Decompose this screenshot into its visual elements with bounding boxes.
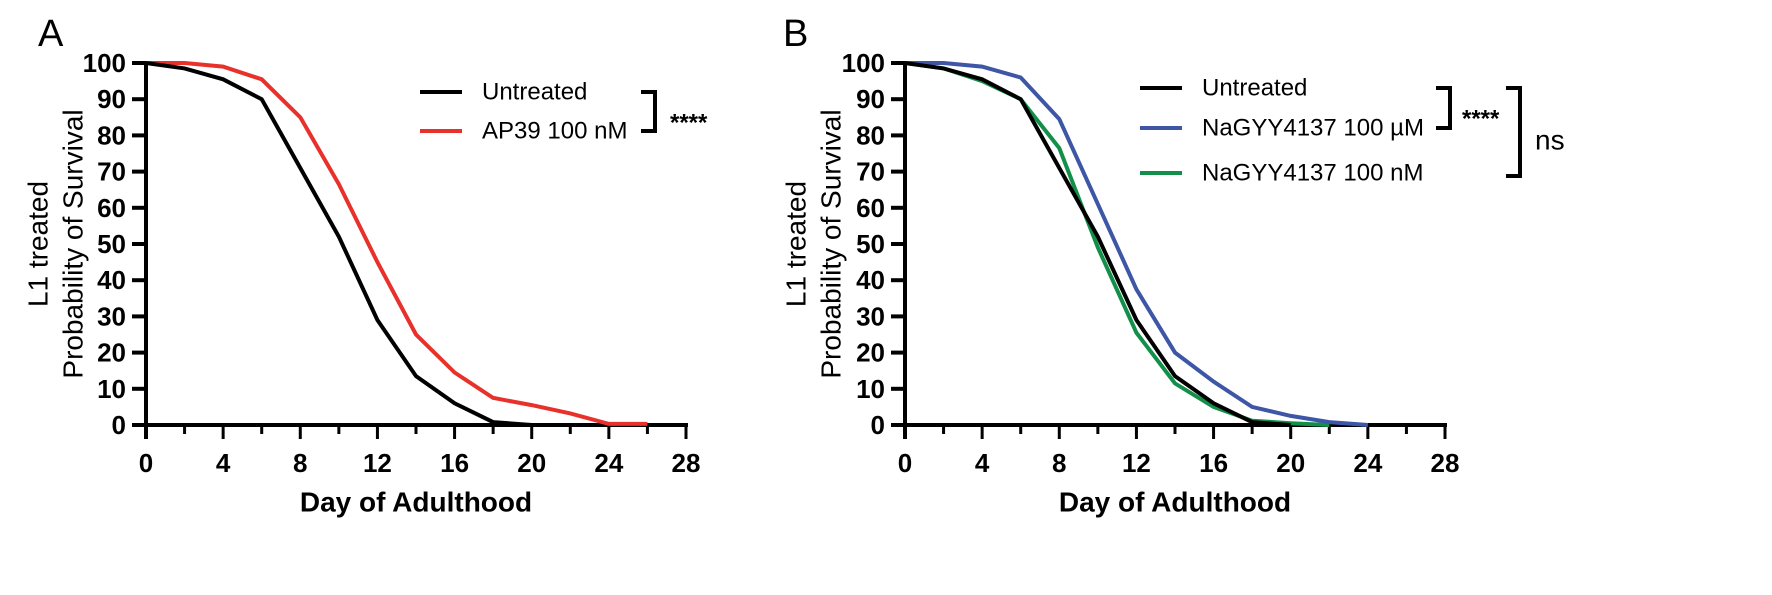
y-tick-label: 100 bbox=[83, 48, 126, 78]
y-axis-title-line2: Probability of Survival bbox=[815, 109, 846, 378]
series-line-ap39-100-nm bbox=[146, 61, 648, 426]
x-tick-label: 20 bbox=[517, 448, 546, 478]
y-tick-label: 20 bbox=[856, 338, 885, 368]
y-tick-label: 0 bbox=[112, 410, 126, 440]
y-tick-label: 0 bbox=[871, 410, 885, 440]
significance-label: **** bbox=[670, 109, 708, 136]
x-tick-label: 28 bbox=[672, 448, 701, 478]
significance-label: **** bbox=[1462, 105, 1500, 132]
legend-label: Untreated bbox=[482, 79, 587, 106]
y-tick-label: 40 bbox=[856, 265, 885, 295]
x-tick-label: 24 bbox=[1353, 448, 1382, 478]
legend-label: Untreated bbox=[1202, 75, 1307, 102]
panel-label: A bbox=[38, 13, 64, 55]
x-tick-label: 20 bbox=[1276, 448, 1305, 478]
x-tick-label: 24 bbox=[594, 448, 623, 478]
x-tick-label: 8 bbox=[1052, 448, 1066, 478]
y-tick-label: 30 bbox=[97, 301, 126, 331]
y-tick-label: 70 bbox=[856, 157, 885, 187]
x-tick-label: 16 bbox=[440, 448, 469, 478]
x-tick-label: 4 bbox=[216, 448, 231, 478]
chart-panel-b: B 0 10 20 30 40 50 60 70 80 90 100 0 4 8 12 16 20 24 28 Day … bbox=[780, 13, 1564, 517]
x-tick-label: 12 bbox=[1122, 448, 1151, 478]
y-tick-label: 50 bbox=[97, 229, 126, 259]
x-tick-label: 8 bbox=[293, 448, 307, 478]
x-tick-label: 0 bbox=[139, 448, 153, 478]
series-line-untreated bbox=[904, 61, 1291, 427]
y-tick-label: 60 bbox=[97, 193, 126, 223]
x-tick-label: 12 bbox=[363, 448, 392, 478]
y-tick-label: 10 bbox=[97, 374, 126, 404]
y-tick-label: 80 bbox=[856, 120, 885, 150]
y-tick-label: 30 bbox=[856, 301, 885, 331]
y-tick-label: 10 bbox=[856, 374, 885, 404]
y-tick-label: 60 bbox=[856, 193, 885, 223]
significance-bracket bbox=[641, 90, 657, 133]
x-tick-label: 28 bbox=[1431, 448, 1460, 478]
legend-label: AP39 100 nM bbox=[482, 118, 627, 145]
y-tick-label: 80 bbox=[97, 120, 126, 150]
x-tick-label: 0 bbox=[898, 448, 912, 478]
x-axis-title: Day of Adulthood bbox=[1059, 486, 1291, 517]
series-line-untreated bbox=[145, 61, 532, 427]
y-tick-label: 20 bbox=[97, 338, 126, 368]
significance-bracket bbox=[1436, 86, 1452, 130]
y-tick-label: 100 bbox=[842, 48, 885, 78]
significance-label: ns bbox=[1535, 124, 1565, 155]
y-tick-label: 50 bbox=[856, 229, 885, 259]
legend-label: NaGYY4137 100 µM bbox=[1202, 115, 1424, 142]
x-tick-label: 4 bbox=[975, 448, 990, 478]
series-line-nagyy4137-100-m bbox=[905, 61, 1369, 427]
y-axis-title-line1: L1 treated bbox=[22, 181, 53, 307]
y-tick-label: 40 bbox=[97, 265, 126, 295]
y-axis-title-line2: Probability of Survival bbox=[57, 109, 88, 378]
y-axis-title-line1: L1 treated bbox=[780, 181, 811, 307]
y-tick-label: 90 bbox=[97, 84, 126, 114]
legend-label: NaGYY4137 100 nM bbox=[1202, 160, 1423, 187]
significance-bracket bbox=[1506, 86, 1522, 178]
x-tick-label: 16 bbox=[1199, 448, 1228, 478]
y-tick-label: 90 bbox=[856, 84, 885, 114]
x-axis-title: Day of Adulthood bbox=[300, 486, 532, 517]
chart-panel-a: A 0 10 20 30 40 50 60 70 80 90 100 0 4 8 12 16 20 24 28 Day … bbox=[22, 13, 708, 517]
y-tick-label: 70 bbox=[97, 157, 126, 187]
panel-label: B bbox=[783, 13, 808, 55]
